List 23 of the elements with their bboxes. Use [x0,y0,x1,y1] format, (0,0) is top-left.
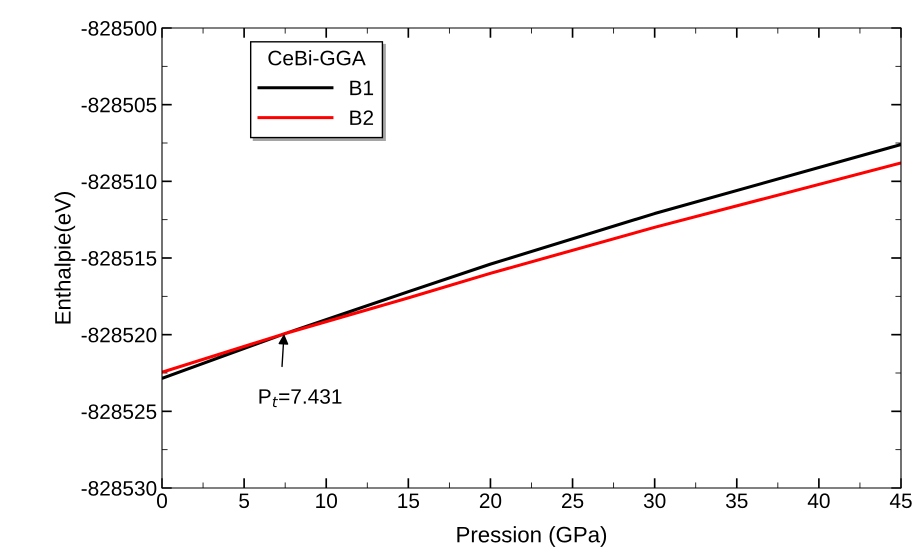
x-axis-title: Pression (GPa) [457,526,606,547]
y-tick-label: -828500 [82,21,156,36]
y-tick-label: -828505 [82,98,156,112]
x-tick-label: 20 [480,493,502,508]
y-tick-label: -828525 [82,404,156,420]
x-tick-label: 45 [890,494,912,508]
x-tick-label: 5 [239,494,250,508]
x-tick-label: 25 [562,493,584,508]
y-tick-label: -828530 [82,481,156,496]
x-tick-label: 0 [157,493,167,508]
x-tick-label: 10 [316,493,337,508]
y-axis-title: Enthalpie(eV) [54,192,76,324]
x-tick-label: 35 [726,493,748,508]
y-tick-label: -828520 [82,328,156,342]
legend-title: CeBi-GGA [268,50,366,66]
y-tick-label: -828515 [82,251,156,266]
legend-label: B2 [350,110,374,125]
annotation: P$_{t}$=7.431 [259,389,342,408]
x-tick-label: 30 [644,493,666,508]
x-tick-label: 15 [398,494,420,508]
y-tick-label: -828510 [82,174,156,190]
legend-label: B1 [350,80,374,96]
x-tick-label: 40 [808,493,830,508]
